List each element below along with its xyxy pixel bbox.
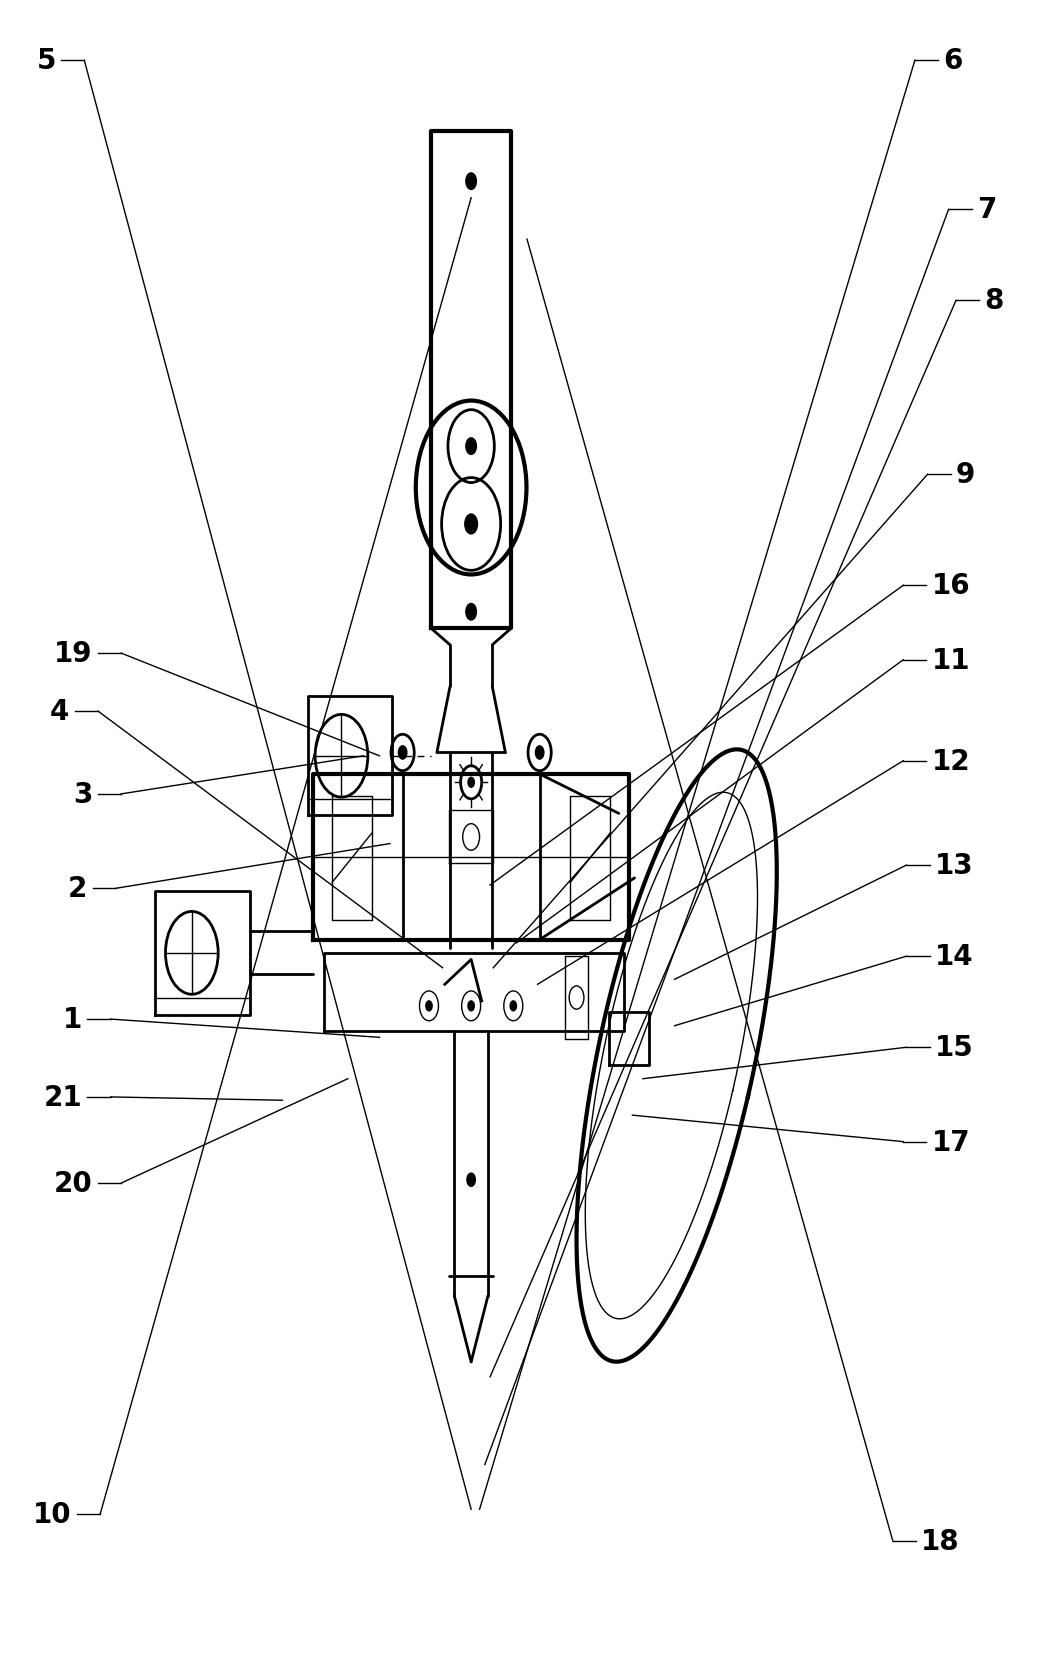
Circle shape bbox=[510, 1001, 516, 1011]
Circle shape bbox=[468, 778, 474, 788]
Text: 15: 15 bbox=[935, 1034, 974, 1061]
Text: 6: 6 bbox=[943, 48, 962, 74]
Text: 8: 8 bbox=[984, 288, 1003, 314]
Text: 17: 17 bbox=[932, 1129, 971, 1155]
Text: 21: 21 bbox=[43, 1084, 82, 1111]
Text: 9: 9 bbox=[956, 462, 975, 488]
Text: 13: 13 bbox=[935, 852, 974, 879]
Text: 19: 19 bbox=[54, 640, 93, 667]
Text: 3: 3 bbox=[74, 781, 93, 808]
Text: 5: 5 bbox=[36, 48, 56, 74]
Text: 10: 10 bbox=[33, 1501, 72, 1528]
Text: 4: 4 bbox=[51, 698, 70, 725]
Circle shape bbox=[466, 604, 476, 621]
Circle shape bbox=[398, 746, 407, 760]
Text: 14: 14 bbox=[935, 943, 974, 970]
Circle shape bbox=[426, 1001, 432, 1011]
Circle shape bbox=[466, 174, 476, 190]
Circle shape bbox=[467, 1173, 475, 1187]
Text: 18: 18 bbox=[921, 1528, 960, 1554]
Circle shape bbox=[465, 515, 477, 535]
Text: 12: 12 bbox=[932, 748, 971, 775]
Circle shape bbox=[468, 1001, 474, 1011]
Text: 7: 7 bbox=[977, 197, 996, 223]
Text: 1: 1 bbox=[63, 1006, 82, 1033]
Text: 2: 2 bbox=[69, 875, 87, 902]
Text: 20: 20 bbox=[54, 1170, 93, 1197]
Text: 16: 16 bbox=[932, 573, 971, 599]
Circle shape bbox=[466, 439, 476, 455]
Text: 11: 11 bbox=[932, 647, 971, 674]
Circle shape bbox=[535, 746, 544, 760]
